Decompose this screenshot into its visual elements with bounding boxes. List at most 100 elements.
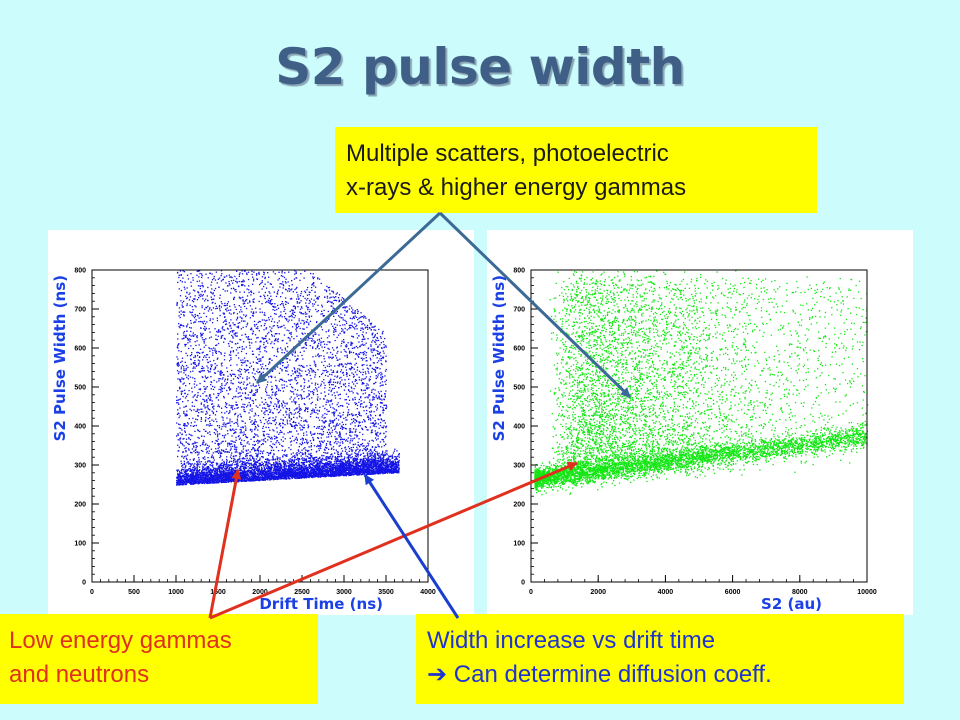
scatter-point: [301, 458, 303, 460]
scatter-point: [398, 470, 400, 473]
scatter-point: [176, 484, 178, 486]
scatter-point: [200, 474, 202, 476]
scatter-point: [183, 477, 185, 479]
scatter-point: [353, 459, 355, 461]
scatter-point: [183, 483, 185, 486]
drift-time-scatter-chart: 0 500 1000 1500 2000 2500 3000 3500 4000 0100200…: [51, 268, 436, 614]
scatter-point: [251, 476, 253, 478]
scatter-point: [220, 476, 222, 478]
scatter-point: [312, 475, 314, 477]
scatter-point: [356, 454, 358, 456]
scatter-point: [333, 472, 336, 474]
scatter-point: [222, 477, 225, 479]
scatter-point: [306, 468, 309, 470]
scatter-point: [330, 461, 332, 463]
scatter-point: [366, 473, 368, 475]
scatter-point: [223, 468, 226, 470]
scatter-point: [348, 459, 350, 461]
scatter-point: [195, 473, 197, 475]
scatter-point: [236, 467, 238, 469]
scatter-point: [259, 477, 261, 479]
scatter-point: [188, 474, 190, 476]
scatter-point: [251, 474, 253, 476]
scatter-point: [346, 460, 349, 462]
scatter-point: [230, 457, 233, 460]
scatter-point: [239, 454, 241, 456]
scatter-point: [189, 474, 191, 476]
scatter-point: [384, 471, 386, 473]
scatter-point: [366, 458, 368, 460]
scatter-point: [377, 445, 379, 447]
scatter-point: [207, 468, 209, 470]
scatter-point: [181, 474, 183, 477]
scatter-point: [178, 475, 180, 477]
scatter-point: [199, 478, 201, 480]
scatter-point: [292, 475, 295, 477]
scatter-point: [178, 474, 181, 476]
scatter-point: [310, 470, 312, 472]
scatter-point: [193, 469, 195, 471]
scatter-point: [228, 471, 230, 473]
scatter-point: [308, 470, 310, 472]
scatter-point: [208, 471, 211, 474]
scatter-point: [185, 470, 187, 472]
scatter-point: [203, 480, 205, 482]
scatter-point: [326, 472, 328, 474]
scatter-point: [177, 469, 180, 471]
scatter-point: [337, 465, 339, 467]
scatter-point: [254, 468, 256, 470]
scatter-point: [192, 471, 195, 474]
scatter-point: [260, 468, 263, 470]
scatter-point: [345, 474, 348, 476]
scatter-point: [289, 476, 292, 478]
scatter-point: [347, 453, 349, 456]
scatter-point: [380, 458, 382, 460]
scatter-point: [179, 484, 181, 486]
scatter-point: [198, 473, 200, 475]
scatter-point: [312, 468, 315, 470]
scatter-point: [289, 470, 292, 472]
scatter-point: [205, 474, 207, 476]
scatter-point: [348, 474, 350, 477]
scatter-point: [301, 457, 304, 459]
scatter-point: [195, 480, 198, 483]
scatter-point: [387, 459, 389, 462]
scatter-point: [344, 471, 346, 473]
scatter-point: [390, 461, 393, 463]
scatter-point: [194, 479, 196, 481]
scatter-point: [354, 460, 356, 462]
scatter-point: [353, 463, 355, 465]
scatter-point: [340, 469, 342, 471]
scatter-point: [271, 475, 273, 477]
scatter-point: [190, 473, 192, 476]
scatter-point: [180, 483, 182, 485]
scatter-point: [187, 481, 189, 484]
scatter-point: [248, 475, 250, 477]
scatter-point: [388, 460, 390, 462]
scatter-point: [296, 466, 298, 469]
scatter-point: [178, 484, 180, 486]
scatter-point: [384, 452, 386, 454]
scatter-point: [259, 471, 261, 473]
scatter-point: [200, 477, 202, 479]
scatter-point: [222, 478, 224, 480]
scatter-point: [301, 461, 303, 464]
scatter-point: [234, 472, 236, 474]
scatter-point: [198, 466, 201, 468]
scatter-point: [176, 481, 179, 483]
scatter-point: [303, 475, 306, 477]
scatter-point: [320, 472, 322, 474]
scatter-point: [326, 474, 328, 476]
scatter-points-group: [176, 270, 400, 486]
scatter-point: [237, 469, 239, 471]
scatter-point: [315, 456, 317, 458]
scatter-point: [184, 481, 186, 483]
scatter-point: [204, 473, 206, 475]
scatter-point: [378, 452, 380, 454]
scatter-point: [348, 471, 350, 473]
scatter-point: [339, 455, 341, 458]
scatter-point: [299, 458, 301, 461]
scatter-point: [261, 477, 263, 479]
scatter-point: [207, 468, 209, 471]
scatter-point: [398, 454, 400, 456]
